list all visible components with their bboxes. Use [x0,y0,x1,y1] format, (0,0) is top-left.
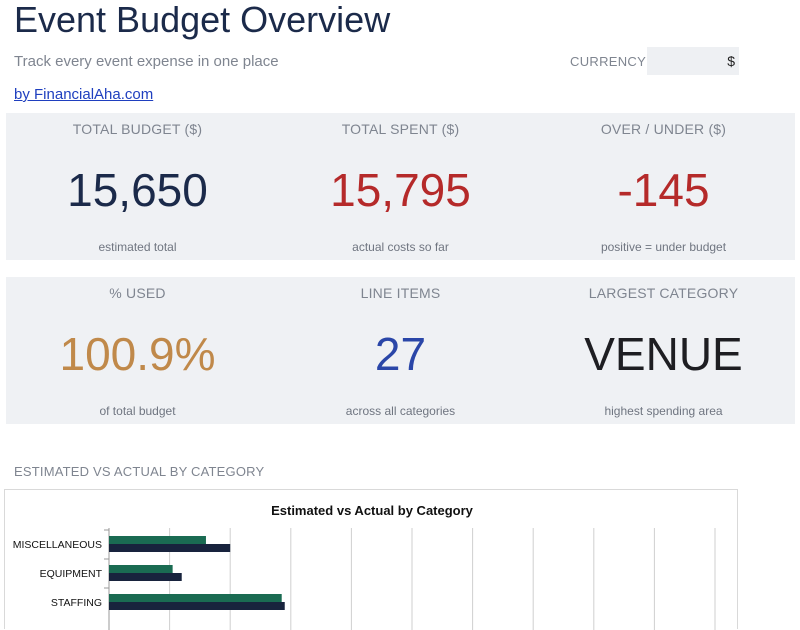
chart-category-label: EQUIPMENT [40,568,103,580]
chart-bar [109,536,206,544]
chart-title: Estimated vs Actual by Category [271,503,474,518]
kpi-line-items: LINE ITEMS 27 across all categories [269,277,532,424]
kpi-over-under: OVER / UNDER ($) -145 positive = under b… [532,113,795,260]
kpi-note: estimated total [98,240,177,254]
kpi-row-bottom: % USED 100.9% of total budget LINE ITEMS… [6,277,795,424]
kpi-note: highest spending area [604,404,723,418]
kpi-total-budget: TOTAL BUDGET ($) 15,650 estimated total [6,113,269,260]
kpi-value: 100.9% [59,328,216,380]
kpi-value: 15,650 [67,164,208,216]
chart-container: Estimated vs Actual by Category MISCELLA… [4,489,738,630]
financialaha-link[interactable]: by FinancialAha.com [14,86,154,103]
kpi-value: -145 [617,164,710,216]
currency-label: CURRENCY [570,54,647,69]
chart-bar [109,594,282,602]
kpi-note: across all categories [345,404,456,418]
chart-section-heading: ESTIMATED VS ACTUAL BY CATEGORY [14,464,265,479]
chart-bar [109,602,285,610]
kpi-note: positive = under budget [600,240,727,254]
kpi-value: 27 [374,328,427,380]
estimated-vs-actual-chart: Estimated vs Actual by Category MISCELLA… [13,503,716,630]
page-title: Event Budget Overview [14,0,391,40]
kpi-label: TOTAL SPENT ($) [341,121,460,137]
kpi-label: OVER / UNDER ($) [600,121,727,137]
kpi-largest-category: LARGEST CATEGORY VENUE highest spending … [532,277,795,424]
kpi-label: % USED [109,285,166,301]
chart-category-label: STAFFING [51,597,102,609]
currency-input[interactable] [647,47,739,75]
kpi-percent-used: % USED 100.9% of total budget [6,277,269,424]
chart-bar [109,544,231,552]
kpi-value: VENUE [584,328,743,380]
kpi-note: actual costs so far [352,240,449,254]
kpi-label: TOTAL BUDGET ($) [72,121,203,137]
kpi-note: of total budget [99,404,176,418]
kpi-row-top: TOTAL BUDGET ($) 15,650 estimated total … [6,113,795,260]
kpi-value: 15,795 [330,164,471,216]
page-subtitle: Track every event expense in one place [14,53,279,70]
kpi-total-spent: TOTAL SPENT ($) 15,795 actual costs so f… [269,113,532,260]
kpi-label: LINE ITEMS [360,285,441,301]
chart-bar [109,565,173,573]
chart-bar [109,573,182,581]
kpi-label: LARGEST CATEGORY [588,285,739,301]
chart-category-label: MISCELLANEOUS [13,539,102,551]
